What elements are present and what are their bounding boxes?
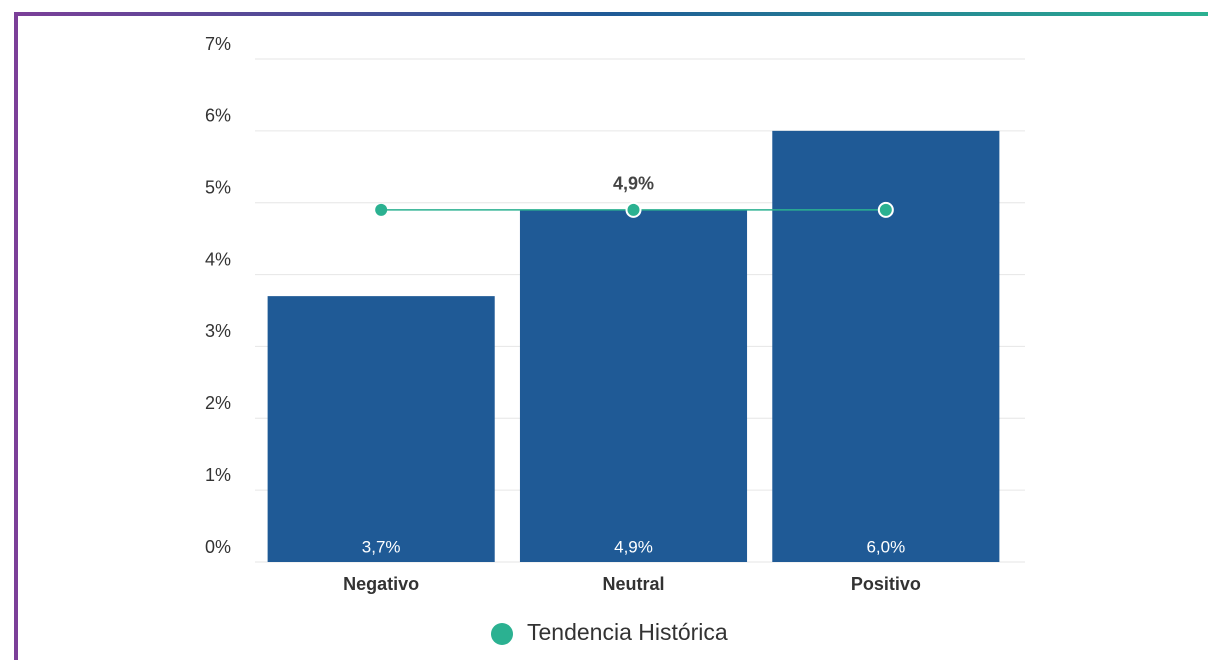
x-tick-label: Neutral — [602, 574, 664, 594]
bar-value-label: 4,9% — [614, 537, 653, 556]
y-tick-label: 6% — [205, 106, 231, 126]
bar — [267, 296, 495, 562]
y-tick-label: 0% — [205, 537, 231, 557]
legend-label: Tendencia Histórica — [527, 619, 728, 645]
y-tick-label: 2% — [205, 393, 231, 413]
bar-value-label: 3,7% — [362, 537, 401, 556]
x-tick-label: Positivo — [851, 574, 921, 594]
bar-value-label: 6,0% — [866, 537, 905, 556]
legend-swatch — [491, 623, 513, 645]
trend-point — [375, 203, 388, 216]
trend-point — [877, 201, 894, 218]
bar — [519, 209, 748, 562]
y-tick-label: 7% — [205, 34, 231, 54]
y-tick-label: 5% — [205, 177, 231, 197]
bar — [772, 130, 1000, 562]
y-tick-label: 3% — [205, 321, 231, 341]
frame-top — [14, 12, 1208, 16]
y-tick-label: 1% — [205, 465, 231, 485]
frame-left — [14, 12, 18, 660]
trend-value-label: 4,9% — [613, 174, 654, 194]
y-tick-label: 4% — [205, 249, 231, 269]
x-tick-label: Negativo — [343, 574, 419, 594]
trend-point — [625, 201, 642, 218]
